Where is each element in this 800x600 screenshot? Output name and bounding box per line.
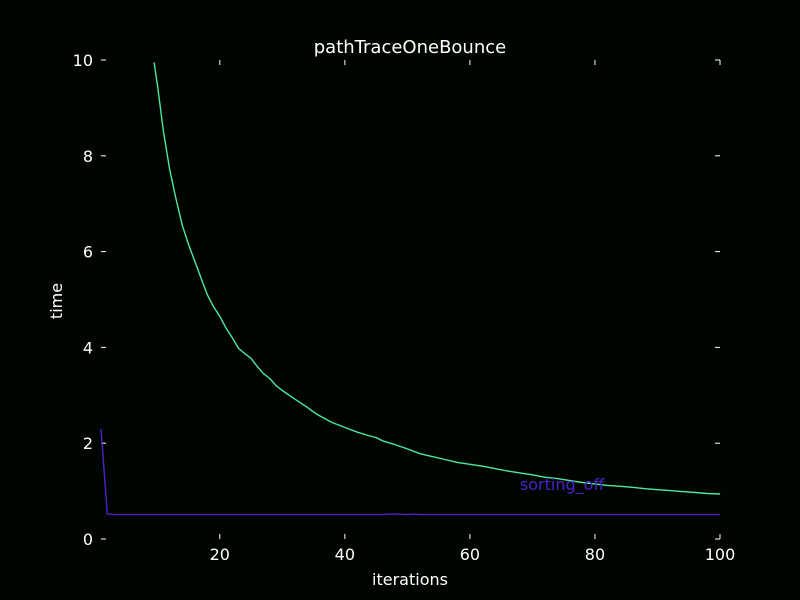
y-tick-label: 6 xyxy=(83,243,93,262)
axis-ticks: 20 40 60 80 100 0 2 4 6 8 10 xyxy=(73,51,736,564)
x-tick-label: 60 xyxy=(460,545,480,564)
x-tick-label: 40 xyxy=(335,545,355,564)
x-axis-label: iterations xyxy=(372,570,448,589)
series-lines xyxy=(100,62,721,516)
series-line-2 xyxy=(153,62,721,495)
y-tick-label: 4 xyxy=(83,338,93,357)
y-tick-label: 2 xyxy=(83,434,93,453)
y-tick-label: 0 xyxy=(83,530,93,549)
y-tick-label: 10 xyxy=(73,51,93,70)
x-tick-label: 100 xyxy=(705,545,736,564)
x-tick-label: 20 xyxy=(210,545,230,564)
series-line-sorting_off xyxy=(100,428,720,516)
x-tick-label: 80 xyxy=(585,545,605,564)
y-tick-label: 8 xyxy=(83,147,93,166)
series-label-sorting_off: sorting_off xyxy=(520,475,606,495)
series-labels: sorting_off xyxy=(520,475,606,495)
y-axis-label: time xyxy=(47,283,66,319)
chart-title: pathTraceOneBounce xyxy=(314,37,506,58)
